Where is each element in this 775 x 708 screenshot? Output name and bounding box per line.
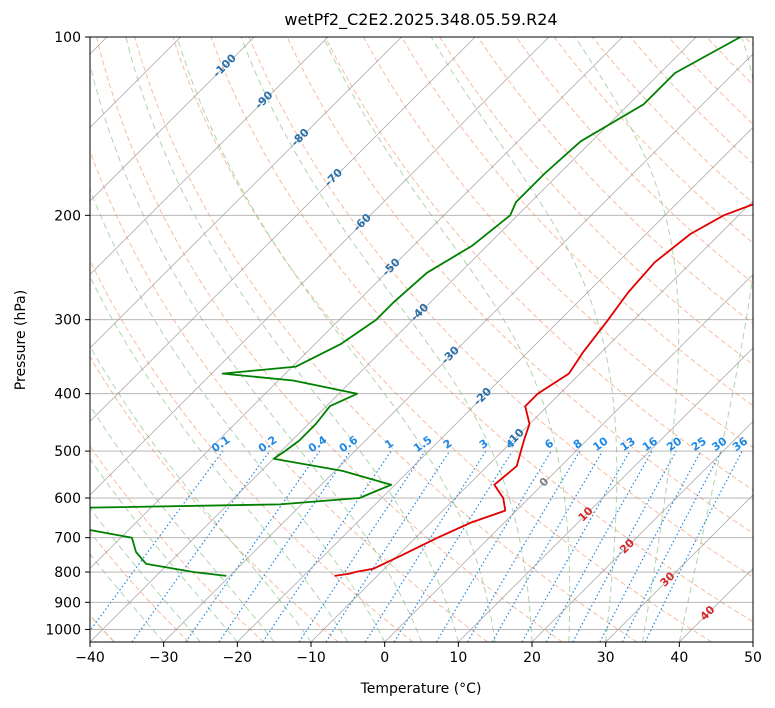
moist-adiabat-line: [90, 553, 165, 642]
y-tick-label: 1000: [45, 622, 81, 638]
moist-adiabat-line: [240, 37, 533, 642]
x-tick-label: −30: [149, 650, 179, 666]
x-tick-label: 20: [523, 650, 541, 666]
x-tick-label: −20: [223, 650, 253, 666]
x-tick-label: 50: [744, 650, 762, 666]
mixing-ratio-line: [393, 450, 513, 642]
x-axis: −40 −30 −20 −10 0 10 20 30 40 50: [75, 642, 762, 666]
dry-adiabat-line: [515, 37, 753, 284]
dry-adiabats: [90, 37, 753, 642]
x-axis-label: Temperature (°C): [360, 681, 482, 697]
dry-adiabat-line: [439, 37, 753, 366]
isotherm-line: [531, 420, 753, 642]
y-tick-label: 700: [54, 531, 81, 547]
mixing-ratio-line: [218, 450, 351, 642]
mixing-ratio-line: [572, 450, 677, 642]
moist-adiabat-line: [574, 37, 680, 642]
dry-adiabat-line: [401, 37, 753, 407]
isotherm-line: [90, 37, 329, 275]
mixing-ratio-line: [545, 450, 653, 642]
y-tick-label: 900: [54, 595, 81, 611]
dry-adiabat-line: [324, 37, 753, 491]
moist-adiabat-line: [322, 37, 571, 642]
x-tick-label: 30: [597, 650, 615, 666]
moist-adiabat-line: [90, 404, 275, 642]
moist-adiabat-line: [90, 188, 386, 642]
x-tick-label: 0: [380, 650, 389, 666]
isotherm-line: [90, 37, 550, 496]
plot-area: -100-90-80-70-60-50-40-30-20-10010203040…: [90, 37, 753, 642]
moist-adiabat-line: [90, 275, 349, 642]
dry-adiabat-line: [90, 355, 339, 642]
y-axis-label: Pressure (hPa): [13, 290, 29, 390]
dry-adiabat-line: [172, 37, 712, 642]
isotherm-grid: [90, 37, 753, 642]
dry-adiabat-line: [90, 531, 190, 642]
dry-adiabat-line: [134, 37, 638, 642]
y-tick-label: 800: [54, 565, 81, 581]
isotherm-line: [458, 347, 753, 642]
moist-adiabats: [90, 37, 753, 642]
mixing-ratio-line: [364, 450, 487, 642]
mixing-ratio-line: [644, 450, 743, 642]
isotherm-line: [90, 37, 697, 642]
isotherm-line: [90, 37, 402, 349]
moist-adiabat-line: [678, 37, 753, 642]
mixing-ratio-line: [325, 450, 451, 642]
isobar-grid: [90, 37, 753, 630]
y-tick-label: 200: [54, 208, 81, 224]
moist-adiabat-line: [90, 458, 238, 642]
dry-adiabat-line: [90, 445, 264, 642]
y-tick-label: 100: [54, 30, 81, 46]
temperature-trace: [334, 203, 753, 577]
y-tick-label: 600: [54, 491, 81, 507]
y-tick-label: 400: [54, 387, 81, 403]
dry-adiabat-line: [96, 37, 563, 642]
dewpoint-trace: [90, 37, 741, 577]
moist-adiabat-line: [176, 37, 496, 642]
mixing-ratio-lines: [90, 450, 743, 642]
isotherm-line: [605, 494, 753, 642]
y-tick-label: 300: [54, 313, 81, 329]
isotherm-line: [237, 126, 753, 642]
moist-adiabat-line: [90, 507, 201, 642]
dry-adiabat-line: [210, 37, 753, 623]
isotherm-line: [384, 273, 753, 642]
isotherm-line: [90, 37, 476, 423]
mixing-ratio-line: [90, 450, 224, 632]
mixing-ratio-line: [185, 450, 321, 642]
mixing-ratio-line: [521, 450, 631, 642]
mixing-ratio-line: [262, 450, 392, 642]
x-tick-label: 40: [670, 650, 688, 666]
x-tick-label: −10: [296, 650, 326, 666]
y-axis: 100 200 300 400 500 600 700 800 900 1000: [45, 30, 90, 638]
x-tick-label: −40: [75, 650, 105, 666]
plot-frame: [89, 36, 754, 643]
moist-adiabat-line: [430, 37, 618, 642]
isotherm-line: [90, 37, 255, 202]
isotherm-line: [90, 37, 623, 570]
dry-adiabat-line: [90, 149, 488, 642]
sounding-traces: [90, 37, 753, 577]
mixing-ratio-line: [298, 450, 426, 642]
isotherm-line: [163, 53, 753, 642]
dry-adiabat-line: [248, 37, 753, 578]
x-tick-label: 10: [449, 650, 467, 666]
mixing-ratio-line: [131, 450, 271, 642]
moist-adiabat-line: [90, 62, 422, 642]
y-tick-label: 500: [54, 444, 81, 460]
isotherm-line: [310, 200, 753, 642]
chart-title: wetPf2_C2E2.2025.348.05.59.R24: [284, 10, 557, 30]
